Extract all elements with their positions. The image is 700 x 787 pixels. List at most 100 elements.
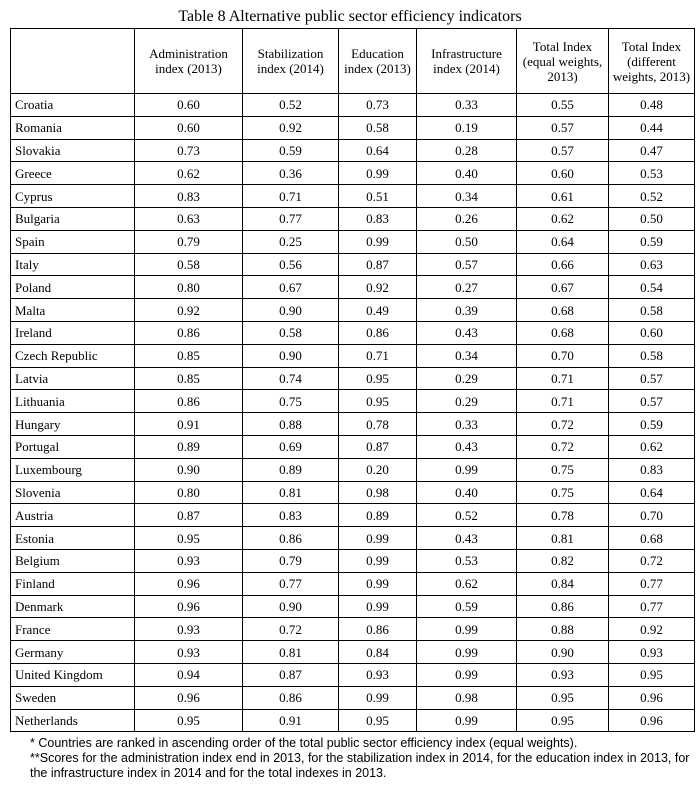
- value-cell: 0.93: [134, 617, 243, 642]
- value-cell: 0.95: [338, 708, 417, 733]
- value-cell: 0.34: [416, 343, 517, 368]
- value-cell: 0.86: [134, 389, 243, 414]
- value-cell: 0.93: [134, 640, 243, 664]
- value-cell: 0.86: [242, 526, 339, 550]
- value-cell: 0.56: [242, 252, 339, 277]
- value-cell: 0.85: [134, 343, 243, 368]
- value-cell: 0.40: [416, 161, 517, 186]
- value-cell: 0.58: [242, 320, 339, 345]
- value-cell: 0.77: [608, 594, 695, 619]
- value-cell: 0.95: [516, 685, 609, 710]
- value-cell: 0.27: [416, 275, 517, 300]
- table-row: Sweden 0.96 0.86 0.99 0.98 0.95 0.96: [10, 685, 695, 710]
- value-cell: 0.40: [416, 480, 517, 505]
- country-cell: Malta: [10, 298, 135, 322]
- country-cell: Denmark: [10, 594, 135, 619]
- value-cell: 0.77: [242, 571, 339, 596]
- value-cell: 0.96: [134, 685, 243, 710]
- value-cell: 0.66: [516, 252, 609, 277]
- value-cell: 0.28: [416, 138, 517, 163]
- table-row: Bulgaria 0.63 0.77 0.83 0.26 0.62 0.50: [10, 206, 695, 231]
- value-cell: 0.55: [516, 93, 609, 117]
- value-cell: 0.29: [416, 389, 517, 414]
- table-title: Table 8 Alternative public sector effici…: [178, 8, 522, 25]
- value-cell: 0.29: [416, 366, 517, 391]
- value-cell: 0.43: [416, 320, 517, 345]
- value-cell: 0.93: [134, 548, 243, 573]
- value-cell: 0.92: [338, 275, 417, 300]
- value-cell: 0.57: [416, 252, 517, 277]
- table-row: Croatia 0.60 0.52 0.73 0.33 0.55 0.48: [10, 93, 695, 117]
- value-cell: 0.73: [134, 138, 243, 163]
- country-cell: Spain: [10, 229, 135, 254]
- value-cell: 0.50: [608, 206, 695, 231]
- value-cell: 0.87: [338, 434, 417, 459]
- country-cell: France: [10, 617, 135, 642]
- value-cell: 0.33: [416, 93, 517, 117]
- value-cell: 0.96: [134, 594, 243, 619]
- table-row: Germany 0.93 0.81 0.84 0.99 0.90 0.93: [10, 640, 695, 664]
- value-cell: 0.99: [338, 594, 417, 619]
- value-cell: 0.81: [516, 526, 609, 550]
- value-cell: 0.84: [338, 640, 417, 664]
- table-row: Estonia 0.95 0.86 0.99 0.43 0.81 0.68: [10, 526, 695, 550]
- value-cell: 0.98: [416, 685, 517, 710]
- value-cell: 0.64: [608, 480, 695, 505]
- value-cell: 0.59: [608, 229, 695, 254]
- value-cell: 0.57: [608, 366, 695, 391]
- country-cell: Slovenia: [10, 480, 135, 505]
- table-row: Spain 0.79 0.25 0.99 0.50 0.64 0.59: [10, 229, 695, 254]
- value-cell: 0.75: [516, 457, 609, 482]
- value-cell: 0.44: [608, 115, 695, 140]
- value-cell: 0.99: [338, 526, 417, 550]
- country-cell: Hungary: [10, 412, 135, 436]
- country-cell: Netherlands: [10, 708, 135, 733]
- value-cell: 0.99: [416, 457, 517, 482]
- header-cell-total-equal: Total Index (equal weights, 2013): [516, 28, 609, 94]
- table-row: Belgium 0.93 0.79 0.99 0.53 0.82 0.72: [10, 548, 695, 573]
- header-cell-infrastructure: Infrastructure index (2014): [416, 28, 517, 94]
- value-cell: 0.90: [134, 457, 243, 482]
- value-cell: 0.81: [242, 480, 339, 505]
- value-cell: 0.95: [134, 526, 243, 550]
- table-row: Hungary 0.91 0.88 0.78 0.33 0.72 0.59: [10, 412, 695, 436]
- footnote-years: **Scores for the administration index en…: [30, 751, 690, 781]
- country-cell: Austria: [10, 503, 135, 528]
- value-cell: 0.96: [608, 685, 695, 710]
- country-cell: Italy: [10, 252, 135, 277]
- value-cell: 0.89: [338, 503, 417, 528]
- value-cell: 0.75: [516, 480, 609, 505]
- value-cell: 0.51: [338, 184, 417, 208]
- value-cell: 0.62: [416, 571, 517, 596]
- value-cell: 0.78: [338, 412, 417, 436]
- value-cell: 0.25: [242, 229, 339, 254]
- value-cell: 0.86: [134, 320, 243, 345]
- value-cell: 0.57: [516, 138, 609, 163]
- table-row: Latvia 0.85 0.74 0.95 0.29 0.71 0.57: [10, 366, 695, 391]
- value-cell: 0.63: [134, 206, 243, 231]
- value-cell: 0.57: [516, 115, 609, 140]
- table-row: United Kingdom 0.94 0.87 0.93 0.99 0.93 0.95: [10, 662, 695, 687]
- value-cell: 0.43: [416, 434, 517, 459]
- value-cell: 0.20: [338, 457, 417, 482]
- value-cell: 0.39: [416, 298, 517, 322]
- value-cell: 0.96: [608, 708, 695, 733]
- value-cell: 0.86: [338, 617, 417, 642]
- value-cell: 0.99: [338, 548, 417, 573]
- table-row: Italy 0.58 0.56 0.87 0.57 0.66 0.63: [10, 252, 695, 277]
- value-cell: 0.99: [338, 229, 417, 254]
- value-cell: 0.52: [416, 503, 517, 528]
- value-cell: 0.78: [516, 503, 609, 528]
- value-cell: 0.62: [608, 434, 695, 459]
- value-cell: 0.87: [134, 503, 243, 528]
- value-cell: 0.71: [242, 184, 339, 208]
- table-row: Denmark 0.96 0.90 0.99 0.59 0.86 0.77: [10, 594, 695, 619]
- value-cell: 0.52: [242, 93, 339, 117]
- country-cell: United Kingdom: [10, 662, 135, 687]
- value-cell: 0.59: [608, 412, 695, 436]
- value-cell: 0.86: [338, 320, 417, 345]
- value-cell: 0.47: [608, 138, 695, 163]
- value-cell: 0.59: [416, 594, 517, 619]
- value-cell: 0.99: [416, 708, 517, 733]
- value-cell: 0.86: [242, 685, 339, 710]
